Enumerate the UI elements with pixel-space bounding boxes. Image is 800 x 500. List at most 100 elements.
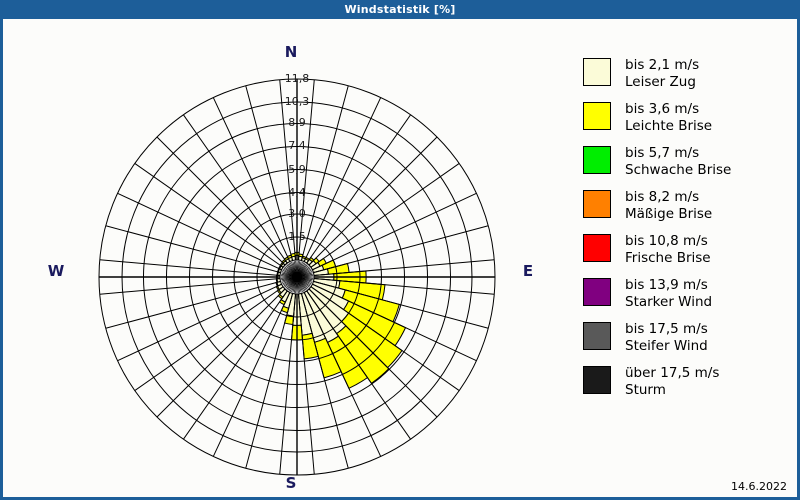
- radial-tick-label-7: 10,3: [284, 95, 310, 108]
- grid-spoke: [134, 163, 284, 268]
- radial-tick-label-1: 1,5: [288, 229, 306, 243]
- legend-beaufort-name: Frische Brise: [625, 250, 711, 266]
- legend-item-6: bis 13,9 m/s Starker Wind: [583, 277, 712, 311]
- legend-item-4: bis 8,2 m/s Mäßige Brise: [583, 189, 712, 223]
- radial-tick-label-3: 4,4: [288, 185, 306, 199]
- legend-item-5: bis 10,8 m/s Frische Brise: [583, 233, 711, 267]
- legend-label: über 17,5 m/s Sturm: [625, 365, 719, 399]
- grid-spoke: [117, 283, 282, 362]
- legend-label: bis 10,8 m/s Frische Brise: [625, 233, 711, 267]
- compass-label-north: N: [284, 43, 298, 61]
- windrose-hub: [279, 259, 315, 295]
- window-title: Windstatistik [%]: [344, 3, 456, 16]
- grid-spoke: [300, 85, 349, 261]
- window-titlebar: Windstatistik [%]: [0, 0, 800, 19]
- grid-spoke: [156, 288, 286, 418]
- grid-spoke: [105, 280, 281, 329]
- grid-spoke: [99, 277, 281, 295]
- compass-label-west: W: [47, 262, 65, 280]
- legend-speed-range: über 17,5 m/s: [625, 365, 720, 381]
- legend-swatch-icon: [583, 146, 611, 174]
- legend-label: bis 3,6 m/s Leichte Brise: [625, 101, 712, 135]
- legend-beaufort-name: Mäßige Brise: [625, 206, 713, 222]
- legend-beaufort-name: Steifer Wind: [625, 338, 708, 354]
- legend-swatch-icon: [583, 322, 611, 350]
- grid-spoke: [313, 277, 495, 295]
- grid-spoke: [313, 280, 489, 329]
- legend-swatch-icon: [583, 234, 611, 262]
- compass-label-east: E: [522, 262, 534, 280]
- grid-spoke: [279, 293, 297, 475]
- windrose-center-point: [292, 272, 302, 282]
- windrose-svg: [98, 78, 496, 476]
- legend-beaufort-name: Schwache Brise: [625, 162, 732, 178]
- grid-spoke: [308, 288, 438, 418]
- legend-speed-range: bis 13,9 m/s: [625, 277, 708, 293]
- grid-spoke: [313, 259, 495, 277]
- grid-spoke: [105, 225, 281, 274]
- legend-item-8: über 17,5 m/s Sturm: [583, 365, 719, 399]
- radial-tick-label-5: 7,4: [288, 139, 306, 153]
- windrose-chart: N S W E 1,5 3,0 4,4 5,9 7,4 8,9 10,3 11,8: [3, 19, 559, 497]
- legend-beaufort-name: Leichte Brise: [625, 118, 713, 134]
- grid-spoke: [117, 192, 282, 271]
- legend-speed-range: bis 8,2 m/s: [625, 189, 700, 205]
- grid-spoke: [156, 136, 286, 266]
- legend-beaufort-name: Starker Wind: [625, 294, 713, 310]
- legend-item-7: bis 17,5 m/s Steifer Wind: [583, 321, 708, 355]
- legend-beaufort-name: Sturm: [625, 382, 666, 398]
- grid-spoke: [245, 293, 294, 469]
- grid-spoke: [310, 163, 460, 268]
- grid-spoke: [310, 286, 460, 391]
- windrose-petals: [275, 251, 407, 389]
- legend-swatch-icon: [583, 102, 611, 130]
- legend-label: bis 17,5 m/s Steifer Wind: [625, 321, 708, 355]
- grid-spoke: [312, 192, 477, 271]
- legend-label: bis 5,7 m/s Schwache Brise: [625, 145, 731, 179]
- grid-spoke: [313, 225, 489, 274]
- legend-speed-range: bis 3,6 m/s: [625, 101, 700, 117]
- grid-spoke: [303, 97, 382, 262]
- radial-tick-label-2: 3,0: [288, 206, 306, 220]
- grid-spoke: [245, 85, 294, 261]
- legend-swatch-icon: [583, 278, 611, 306]
- grid-spoke: [297, 293, 315, 475]
- legend-swatch-icon: [583, 58, 611, 86]
- grid-spoke: [303, 292, 382, 457]
- radial-tick-label-4: 5,9: [288, 162, 306, 176]
- grid-spoke: [300, 293, 349, 469]
- compass-label-south: S: [285, 474, 297, 492]
- grid-spoke: [212, 97, 291, 262]
- grid-spoke: [306, 290, 411, 440]
- legend: bis 2,1 m/s Leiser Zug bis 3,6 m/s Leichte …: [569, 19, 797, 497]
- legend-label: bis 8,2 m/s Mäßige Brise: [625, 189, 712, 223]
- legend-label: bis 13,9 m/s Starker Wind: [625, 277, 712, 311]
- grid-spoke: [312, 283, 477, 362]
- grid-spoke: [99, 259, 281, 277]
- radial-tick-label-8: 11,8: [284, 72, 310, 85]
- legend-speed-range: bis 2,1 m/s: [625, 57, 700, 73]
- legend-label: bis 2,1 m/s Leiser Zug: [625, 57, 699, 91]
- legend-item-3: bis 5,7 m/s Schwache Brise: [583, 145, 731, 179]
- legend-speed-range: bis 10,8 m/s: [625, 233, 708, 249]
- grid-spoke: [308, 136, 438, 266]
- grid-spoke: [279, 79, 297, 261]
- grid-spoke: [212, 292, 291, 457]
- grid-spoke: [183, 114, 288, 264]
- window-client-area: N S W E 1,5 3,0 4,4 5,9 7,4 8,9 10,3 11,8 bis 2…: [3, 19, 797, 497]
- grid-spoke: [134, 286, 284, 391]
- legend-item-2: bis 3,6 m/s Leichte Brise: [583, 101, 712, 135]
- grid-spoke: [306, 114, 411, 264]
- grid-spoke: [183, 290, 288, 440]
- legend-speed-range: bis 5,7 m/s: [625, 145, 700, 161]
- radial-tick-label-6: 8,9: [288, 116, 306, 130]
- legend-beaufort-name: Leiser Zug: [625, 74, 696, 90]
- grid-spoke: [297, 79, 315, 261]
- legend-speed-range: bis 17,5 m/s: [625, 321, 708, 337]
- legend-swatch-icon: [583, 190, 611, 218]
- legend-item-1: bis 2,1 m/s Leiser Zug: [583, 57, 699, 91]
- date-stamp: 14.6.2022: [731, 480, 787, 493]
- legend-swatch-icon: [583, 366, 611, 394]
- windrose-grid: [98, 78, 496, 476]
